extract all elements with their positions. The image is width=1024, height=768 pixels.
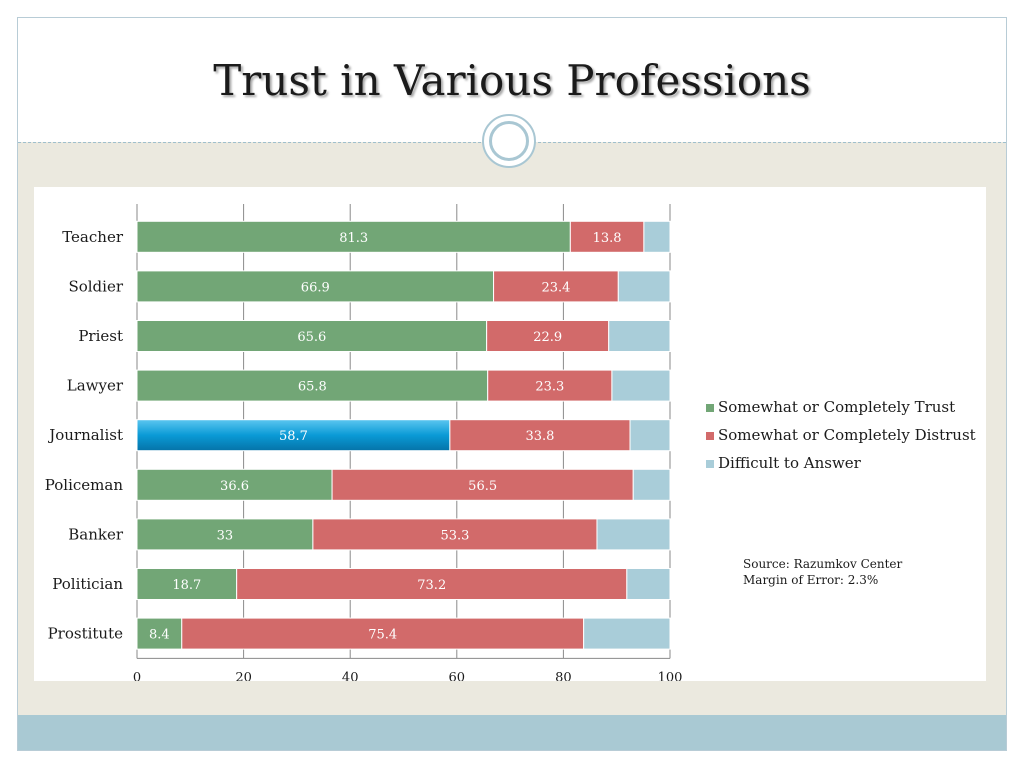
category-label: Journalist — [47, 426, 123, 444]
category-label: Soldier — [68, 277, 123, 295]
data-label: 23.3 — [535, 380, 564, 395]
chart-panel: 0 20 40 60 80 100 Teacher 81.3 13.8 Soldier 66.9 23… — [34, 187, 986, 681]
bar-segment — [312, 518, 598, 551]
x-tick-label: 20 — [235, 670, 252, 681]
category-label: Politician — [52, 575, 123, 593]
data-label: 53.3 — [440, 528, 469, 543]
bar-segment — [632, 468, 671, 501]
data-label: 22.9 — [533, 330, 562, 345]
category-label: Teacher — [62, 228, 124, 246]
x-tick-label: 80 — [555, 670, 572, 681]
category-label: Prostitute — [48, 625, 124, 643]
data-label: 58.7 — [279, 429, 308, 444]
x-tick-label: 100 — [658, 670, 683, 681]
x-tick-label: 40 — [342, 670, 359, 681]
legend-swatch — [706, 460, 714, 468]
bar-segment — [449, 419, 631, 452]
data-label: 18.7 — [172, 578, 201, 593]
source-line: Source: Razumkov Center — [743, 557, 903, 571]
legend-item: Somewhat or Completely Trust — [706, 396, 976, 424]
bar-segment — [136, 518, 314, 551]
bar-segment — [583, 617, 671, 650]
bar-segment — [331, 468, 634, 501]
bar-segment — [611, 369, 671, 402]
bar-segment — [236, 568, 628, 600]
slide-title: Trust in Various Professions — [213, 56, 811, 105]
data-label: 73.2 — [417, 578, 446, 593]
bar-segment — [626, 568, 671, 600]
data-label: 81.3 — [339, 231, 368, 246]
data-label: 75.4 — [368, 628, 397, 643]
data-label: 33 — [217, 528, 234, 543]
bar-segment — [136, 617, 183, 650]
data-label: 36.6 — [220, 479, 249, 494]
data-label: 65.6 — [297, 330, 326, 345]
data-label: 33.8 — [525, 429, 554, 444]
legend-item: Somewhat or Completely Distrust — [706, 424, 976, 452]
bar-segment — [629, 419, 671, 452]
legend-label: Difficult to Answer — [718, 454, 861, 472]
data-label: 8.4 — [149, 628, 170, 643]
category-label: Policeman — [45, 476, 124, 494]
category-label: Banker — [68, 525, 124, 543]
data-label: 23.4 — [541, 280, 570, 295]
margin-of-error-line: Margin of Error: 2.3% — [743, 573, 879, 587]
data-label: 56.5 — [468, 479, 497, 494]
source-note: Source: Razumkov Center Margin of Error:… — [743, 556, 902, 588]
bar-segment — [487, 369, 613, 402]
bar-segment — [181, 617, 585, 650]
bar-segment — [136, 369, 489, 402]
x-tick-label: 60 — [449, 670, 466, 681]
legend-swatch — [706, 404, 714, 412]
bar-segment — [136, 419, 451, 452]
category-label: Priest — [78, 327, 123, 345]
bar-segment — [136, 320, 488, 352]
category-label: Lawyer — [67, 377, 124, 395]
bottom-band — [18, 715, 1006, 750]
bar-segment — [569, 220, 645, 253]
bar-segment — [608, 320, 671, 352]
bar-segment — [617, 270, 671, 303]
x-tick-label: 0 — [133, 670, 141, 681]
legend-swatch — [706, 432, 714, 440]
bar-segment — [596, 518, 671, 551]
bar-segment — [643, 220, 671, 253]
bar-segment — [136, 270, 495, 303]
circle-ornament-icon — [482, 114, 536, 168]
data-label: 65.8 — [298, 380, 327, 395]
data-label: 13.8 — [593, 231, 622, 246]
stacked-bar-chart: 0 20 40 60 80 100 Teacher 81.3 13.8 Soldier 66.9 23… — [45, 204, 683, 681]
bar-segment — [486, 320, 610, 352]
legend-label: Somewhat or Completely Distrust — [718, 426, 976, 444]
legend-label: Somewhat or Completely Trust — [718, 398, 956, 416]
chart-legend: Somewhat or Completely Trust Somewhat or … — [706, 396, 976, 480]
data-label: 66.9 — [301, 280, 330, 295]
legend-item: Difficult to Answer — [706, 452, 976, 480]
